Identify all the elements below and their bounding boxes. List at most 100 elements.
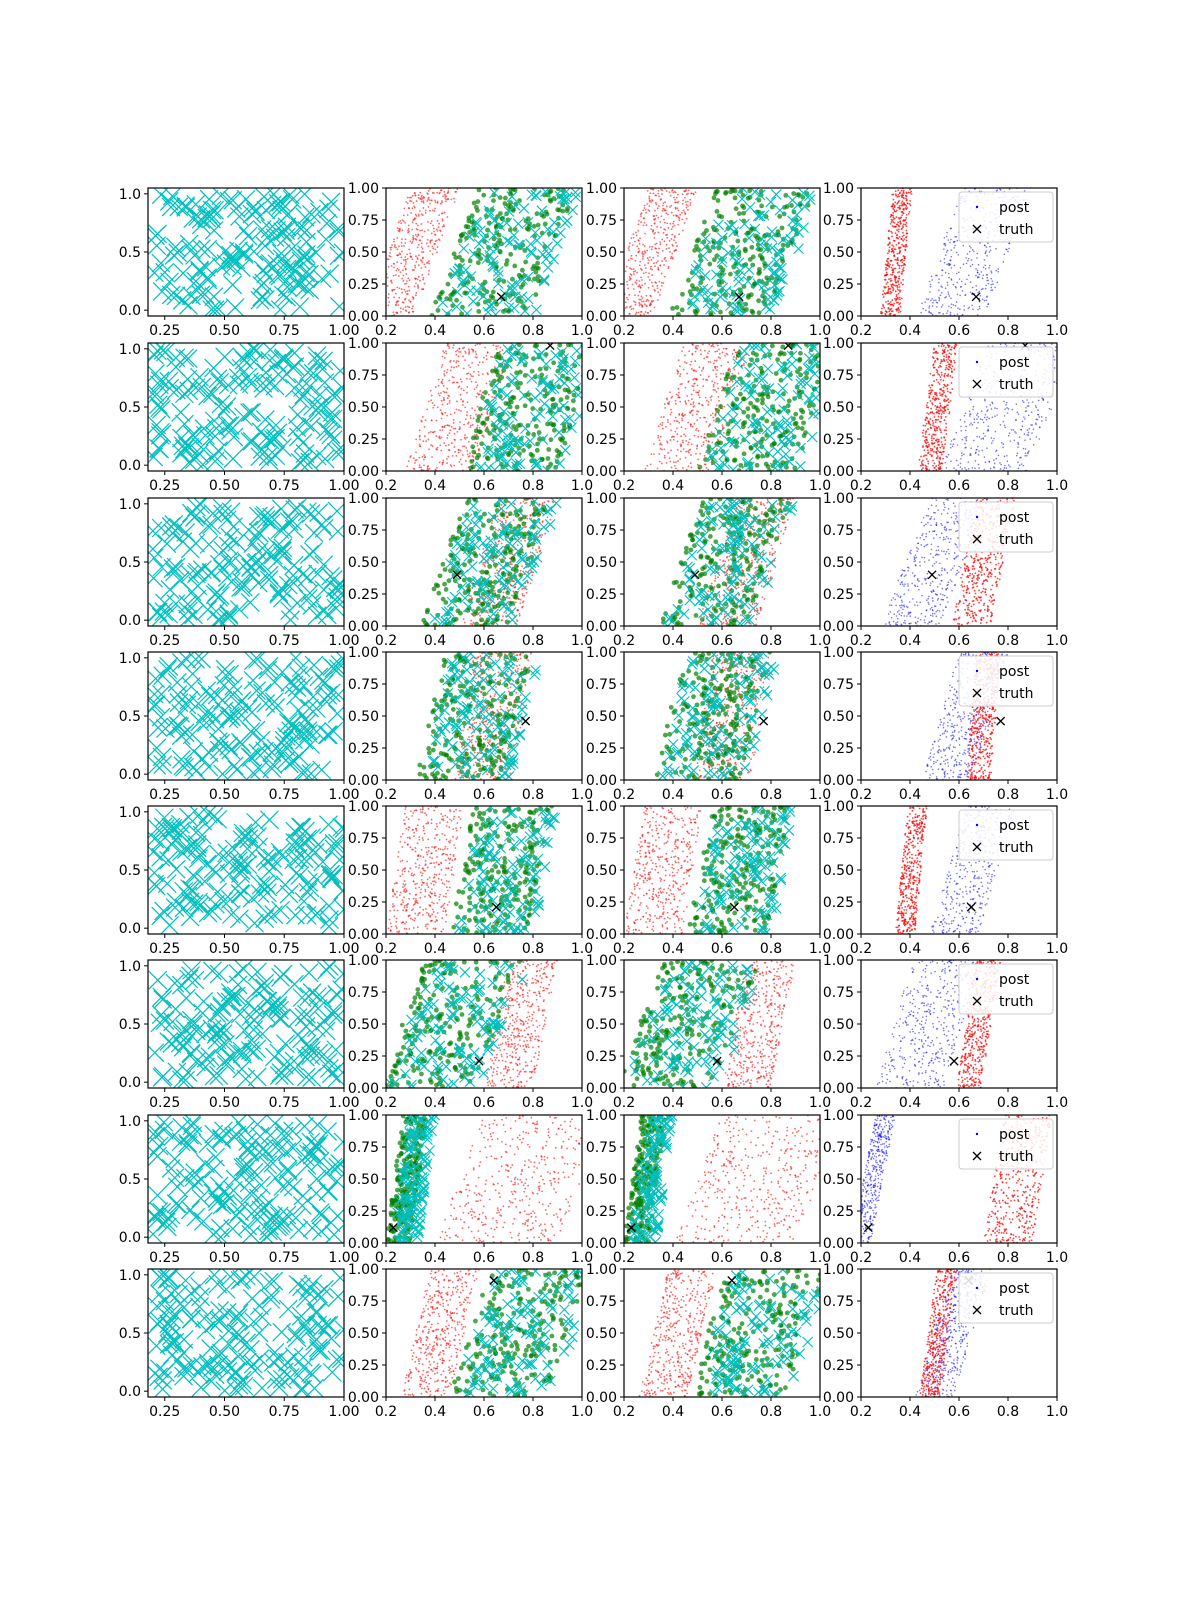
marker-dot bbox=[423, 426, 426, 428]
marker-dot bbox=[486, 413, 489, 415]
marker-dot bbox=[944, 287, 947, 290]
marker-dot bbox=[675, 214, 677, 217]
marker-dot bbox=[421, 261, 424, 264]
marker-dot bbox=[927, 406, 930, 409]
marker-dot bbox=[736, 468, 742, 471]
marker-dot bbox=[887, 243, 890, 246]
marker-x bbox=[209, 299, 229, 316]
marker-x bbox=[474, 462, 486, 471]
marker-dot bbox=[970, 398, 972, 401]
marker-dot bbox=[624, 301, 627, 304]
marker-dot bbox=[1043, 343, 1045, 346]
marker-dot bbox=[387, 293, 390, 295]
marker-dot bbox=[713, 362, 715, 365]
marker-dot bbox=[663, 275, 666, 278]
marker-dot bbox=[947, 408, 949, 411]
marker-x bbox=[148, 395, 168, 415]
marker-dot bbox=[634, 281, 637, 284]
marker-dot bbox=[928, 433, 931, 436]
marker-dot bbox=[455, 400, 458, 403]
marker-x bbox=[234, 350, 254, 370]
marker-dot bbox=[773, 425, 778, 431]
marker-dot bbox=[707, 440, 710, 443]
marker-dot bbox=[484, 346, 487, 349]
marker-dot bbox=[615, 298, 617, 300]
marker-dot bbox=[902, 278, 905, 281]
marker-x bbox=[190, 260, 210, 280]
marker-dot bbox=[638, 242, 641, 245]
marker-dot bbox=[1017, 413, 1020, 415]
panel-r1-c2: 0.2 0.4 0.6 0.8 1.00.000.250.500.751.00 bbox=[348, 181, 593, 339]
marker-dot bbox=[933, 299, 935, 302]
marker-x bbox=[716, 256, 728, 268]
marker-dot bbox=[969, 265, 972, 267]
marker-dot bbox=[940, 409, 943, 412]
marker-dot bbox=[637, 229, 640, 232]
x-tick-label: 0.2 bbox=[375, 323, 397, 339]
marker-dot bbox=[927, 428, 929, 430]
marker-dot bbox=[977, 454, 980, 456]
marker-dot bbox=[548, 188, 554, 194]
marker-x bbox=[178, 349, 198, 369]
marker-dot bbox=[938, 383, 941, 385]
marker-dot bbox=[639, 260, 642, 263]
marker-dot bbox=[427, 400, 430, 403]
y-tick-label: 0.0 bbox=[119, 458, 141, 474]
marker-dot bbox=[401, 277, 404, 280]
marker-x bbox=[697, 250, 709, 262]
marker-dot bbox=[436, 220, 439, 222]
marker-dot bbox=[948, 305, 950, 308]
marker-dot bbox=[945, 353, 948, 356]
marker-dot bbox=[395, 269, 398, 272]
marker-x bbox=[331, 442, 344, 462]
marker-dot bbox=[892, 211, 895, 214]
marker-dot bbox=[980, 271, 983, 273]
marker-dot bbox=[671, 189, 674, 191]
marker-dot bbox=[710, 224, 716, 230]
marker-dot bbox=[933, 425, 936, 428]
marker-dot bbox=[631, 283, 634, 286]
marker-dot bbox=[1035, 436, 1038, 438]
marker-x bbox=[486, 299, 498, 311]
marker-x bbox=[772, 456, 784, 468]
marker-dot bbox=[448, 432, 451, 435]
marker-dot bbox=[758, 439, 764, 445]
marker-dot bbox=[432, 209, 434, 212]
marker-dot bbox=[628, 275, 631, 278]
marker-x bbox=[486, 399, 497, 410]
marker-dot bbox=[472, 375, 474, 378]
marker-dot bbox=[695, 370, 698, 373]
marker-dot bbox=[446, 397, 449, 400]
marker-x bbox=[171, 402, 191, 422]
marker-dot bbox=[1040, 420, 1043, 422]
marker-dot bbox=[936, 358, 939, 361]
marker-dot bbox=[953, 213, 956, 216]
marker-dot bbox=[1035, 406, 1038, 409]
marker-dot bbox=[674, 206, 677, 209]
marker-x bbox=[501, 457, 513, 469]
marker-dot bbox=[681, 467, 684, 469]
marker-dot bbox=[392, 274, 395, 277]
marker-x bbox=[551, 238, 563, 249]
marker-dot bbox=[565, 387, 571, 393]
marker-dot bbox=[685, 189, 688, 191]
marker-dot bbox=[440, 449, 443, 452]
marker-dot bbox=[728, 380, 731, 383]
marker-dot bbox=[982, 266, 985, 269]
marker-dot bbox=[665, 260, 668, 262]
marker-x bbox=[559, 193, 570, 205]
marker-dot bbox=[947, 398, 950, 401]
marker-dot bbox=[631, 244, 634, 246]
marker-x bbox=[763, 447, 775, 459]
marker-dot bbox=[702, 378, 705, 381]
marker-x bbox=[690, 263, 702, 275]
marker-x bbox=[168, 243, 188, 263]
marker-x bbox=[198, 386, 217, 406]
marker-x bbox=[511, 458, 523, 470]
marker-dot bbox=[902, 255, 905, 257]
marker-dot bbox=[375, 305, 377, 307]
marker-x bbox=[729, 249, 741, 261]
marker-dot bbox=[685, 362, 688, 364]
marker-dot bbox=[897, 301, 899, 304]
marker-dot bbox=[899, 246, 902, 249]
